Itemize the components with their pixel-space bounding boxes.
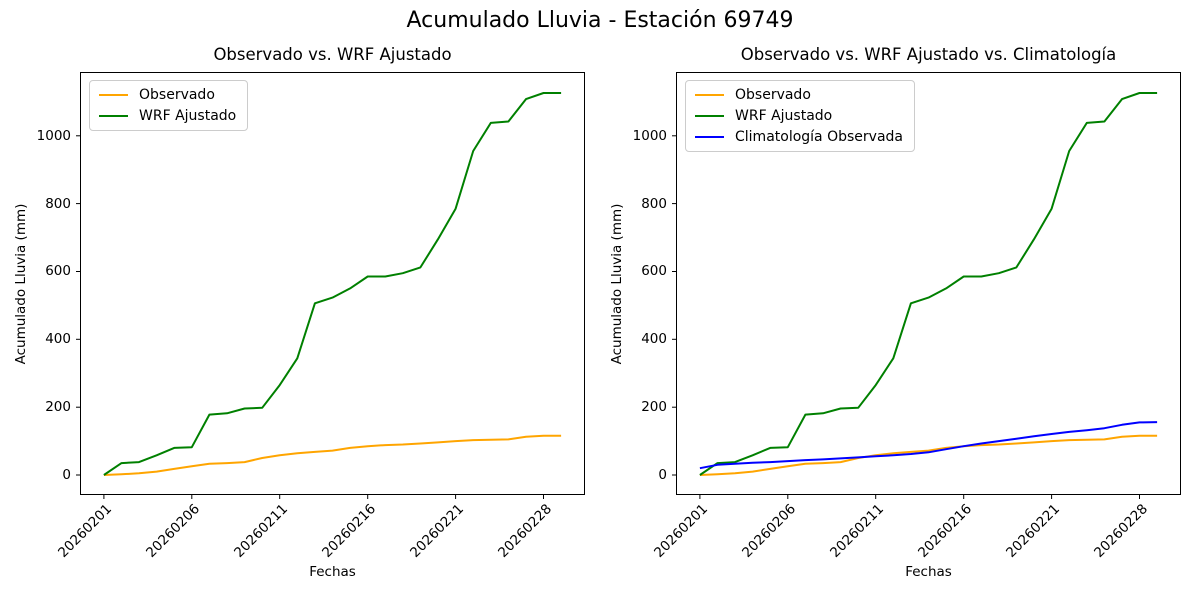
x-tick-label: 20260216 [915,501,976,561]
legend-label: WRF Ajustado [735,108,833,124]
y-tick-label: 1000 [36,127,71,144]
x-tick-label: 20260228 [494,501,555,561]
legend-label: WRF Ajustado [139,108,237,124]
right-legend: Observado WRF Ajustado Climatología Observ… [685,80,915,152]
series-line-climatolog-a-observada [699,421,1158,470]
right-subplot: Observado vs. WRF Ajustado vs. Climatolo… [609,45,1181,580]
legend-line-swatch [695,115,724,117]
y-tick-label: 800 [641,195,667,212]
y-tick-label: 200 [641,399,667,416]
left-subplot: Observado vs. WRF Ajustado Observado WRF … [13,45,585,580]
x-tick-label: 20260211 [231,501,292,561]
y-tick-label: 600 [45,263,71,280]
legend-item: Observado [695,87,903,103]
legend-label: Observado [735,87,811,103]
legend-line-swatch [99,94,128,96]
series-line-wrf-ajustado [103,92,562,476]
y-tick-label: 1000 [632,127,667,144]
legend-item: WRF Ajustado [695,108,903,124]
series-line-observado [699,434,1158,476]
legend-line-swatch [695,94,724,96]
legend-item: Observado [99,87,236,103]
y-tick-label: 600 [641,263,667,280]
y-tick-label: 0 [658,467,667,483]
left-legend: Observado WRF Ajustado [89,80,249,131]
left-x-axis-label: Fechas [309,564,356,580]
x-tick-label: 20260206 [143,501,204,561]
right-plot-area [672,92,1158,499]
x-tick-label: 20260206 [739,501,800,561]
series-line-wrf-ajustado [699,92,1158,476]
x-tick-label: 20260221 [1003,501,1063,561]
x-tick-label: 20260228 [1090,501,1151,561]
legend-line-swatch [695,136,724,138]
left-plot-area [76,92,562,499]
right-x-axis-label: Fechas [905,564,952,580]
x-tick-label: 20260221 [407,501,467,561]
figure-title: Acumulado Lluvia - Estación 69749 [406,8,794,33]
legend-label: Climatología Observada [735,129,903,145]
left-subplot-title: Observado vs. WRF Ajustado [213,45,452,64]
x-tick-label: 20260211 [827,501,888,561]
right-subplot-title: Observado vs. WRF Ajustado vs. Climatolo… [740,45,1117,64]
y-tick-label: 0 [62,467,71,483]
legend-item: Climatología Observada [695,129,903,145]
y-tick-label: 800 [45,195,71,212]
x-tick-label: 20260201 [651,501,712,561]
y-tick-label: 400 [45,331,71,348]
legend-line-swatch [99,115,128,117]
legend-item: WRF Ajustado [99,108,236,124]
x-tick-label: 20260201 [55,501,116,561]
series-line-observado [103,434,562,476]
x-tick-label: 20260216 [319,501,380,561]
legend-label: Observado [139,87,215,103]
y-tick-label: 200 [45,399,71,416]
y-tick-label: 400 [641,331,667,348]
